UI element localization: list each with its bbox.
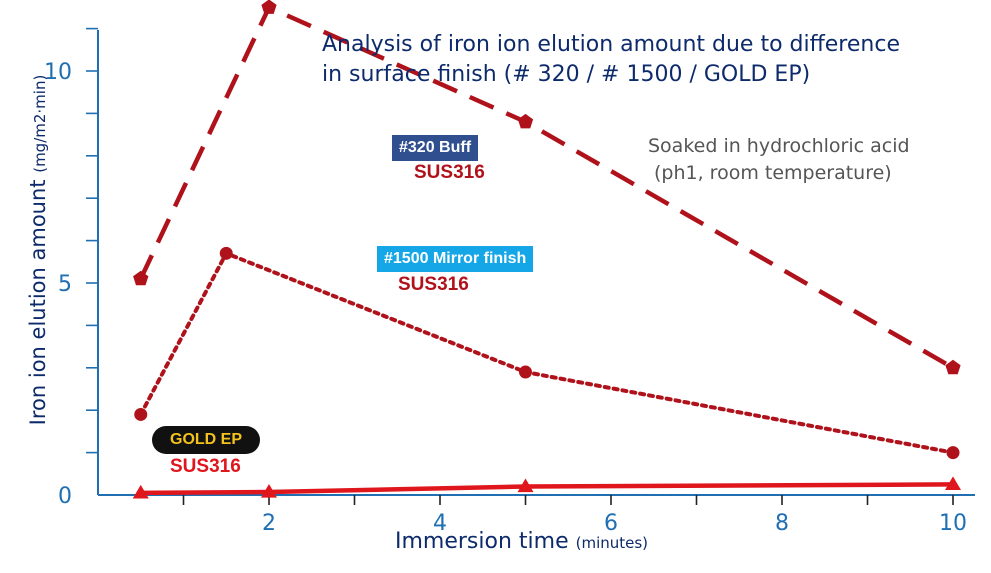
y-tick-label-10: 10 xyxy=(44,60,72,85)
x-tick-label-8: 8 xyxy=(775,511,789,536)
y-tick-label-5: 5 xyxy=(58,272,72,297)
data-point-320-buff-3 xyxy=(945,359,961,375)
data-point-1500-mirror-finish-0 xyxy=(134,407,148,421)
chart-title: Analysis of iron ion elution amount due … xyxy=(322,30,900,90)
chart-title-line-2: in surface finish (# 320 / # 1500 / GOLD… xyxy=(322,62,811,87)
series-line-320-buff xyxy=(138,4,955,370)
data-point-1500-mirror-finish-3 xyxy=(946,446,960,460)
data-point-320-buff-1 xyxy=(261,0,277,14)
ticks: 2 4 6 8 10 0 5 10 xyxy=(44,27,967,536)
series-1500-mirror-finish xyxy=(134,246,960,460)
condition-note-line-2: (ph1, room temperature) xyxy=(654,162,892,184)
x-axis-label: Immersion time (minutes) xyxy=(395,529,648,554)
y-axis-label-text: Iron ion elution amount xyxy=(26,179,50,426)
x-tick-label-2: 2 xyxy=(262,511,276,536)
series-material-mirror: SUS316 xyxy=(398,274,469,295)
data-point-gold-ep-3 xyxy=(945,476,961,490)
data-point-gold-ep-0 xyxy=(132,484,149,499)
series-line-1500-mirror-finish xyxy=(138,250,955,455)
y-tick-label-0: 0 xyxy=(58,484,72,509)
series-layer xyxy=(132,0,961,499)
y-axis-label: Iron ion elution amount (mg/m2·min) xyxy=(26,75,50,426)
chart-title-line-1: Analysis of iron ion elution amount due … xyxy=(322,32,900,57)
x-tick-label-10: 10 xyxy=(939,511,967,536)
series-material-buff: SUS316 xyxy=(414,162,485,183)
data-point-1500-mirror-finish-2 xyxy=(519,365,532,379)
axes xyxy=(97,30,975,496)
series-320-buff xyxy=(133,0,961,375)
data-point-gold-ep-1 xyxy=(261,484,277,498)
series-line-gold-ep xyxy=(140,482,954,496)
data-point-1500-mirror-finish-1 xyxy=(219,246,233,260)
series-label-gold-ep: GOLD EP xyxy=(152,426,261,454)
y-axis-unit: (mg/m2·min) xyxy=(31,74,49,173)
series-label-mirror: #1500 Mirror finish xyxy=(377,246,534,272)
condition-note-line-1: Soaked in hydrochloric acid xyxy=(648,135,910,157)
data-point-320-buff-2 xyxy=(517,113,534,129)
x-axis-label-text: Immersion time xyxy=(395,529,569,554)
x-axis-unit: (minutes) xyxy=(575,534,649,552)
series-material-gold-ep: SUS316 xyxy=(170,456,241,477)
data-point-320-buff-0 xyxy=(133,270,149,286)
series-gold-ep xyxy=(132,476,961,499)
data-point-gold-ep-2 xyxy=(517,478,534,493)
series-label-buff: #320 Buff xyxy=(392,135,479,161)
x-tick-label-4: 4 xyxy=(433,511,447,536)
x-tick-label-6: 6 xyxy=(604,511,618,536)
